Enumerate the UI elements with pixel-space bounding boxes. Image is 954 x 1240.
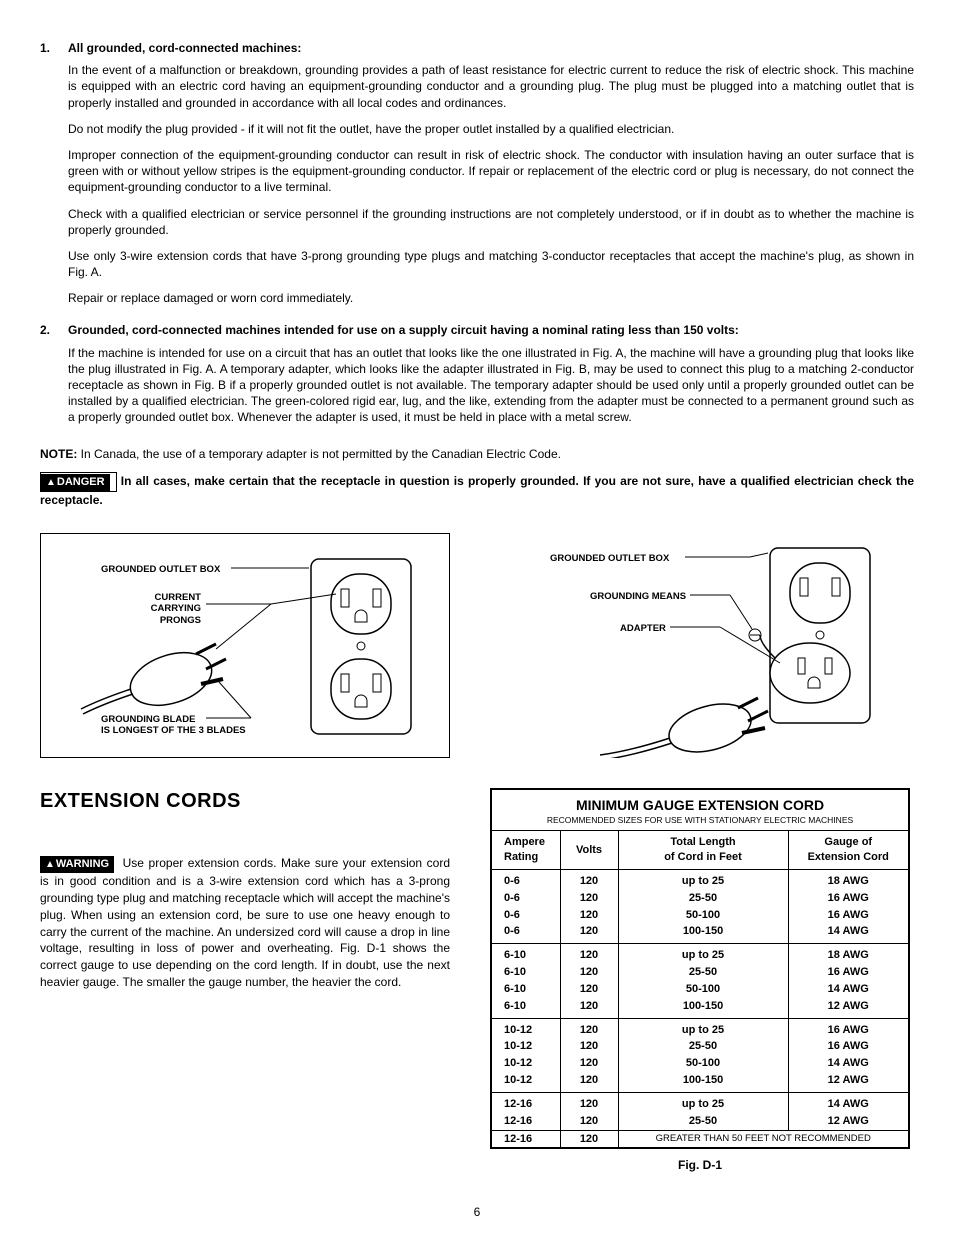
section-1-para-1: Do not modify the plug provided - if it … [68,121,914,137]
table-row: 0-6120100-15014 AWG [492,923,908,943]
table-row: 0-612025-5016 AWG [492,890,908,907]
th-gauge: Gauge ofExtension Cord [788,831,908,869]
table-row: 12-16120up to 2514 AWG [492,1092,908,1112]
extension-cords-heading: EXTENSION CORDS [40,788,450,815]
note-text: In Canada, the use of a temporary adapte… [77,447,561,461]
extension-cords-text: Use proper extension cords. Make sure yo… [40,856,450,989]
figb-label-adapter: ADAPTER [620,623,666,634]
th-ampere: AmpereRating [492,831,560,869]
gauge-table: AmpereRating Volts Total Lengthof Cord i… [492,831,908,1147]
figa-label-prongs: CURRENT CARRYING PRONGS [131,592,201,626]
section-2: 2. Grounded, cord-connected machines int… [40,322,914,435]
section-2-num: 2. [40,322,68,435]
section-1-para-2: Improper connection of the equipment-gro… [68,147,914,196]
warning-triangle-icon: ▲ [45,859,55,870]
figa-label-outlet: GROUNDED OUTLET BOX [101,564,220,575]
table-row: 6-1012025-5016 AWG [492,964,908,981]
table-row-note: 12-16120GREATER THAN 50 FEET NOT RECOMME… [492,1130,908,1147]
table-row: 10-1212025-5016 AWG [492,1038,908,1055]
danger-line: ▲DANGER In all cases, make certain that … [40,472,914,508]
section-1-heading: All grounded, cord-connected machines: [68,40,914,56]
table-title: MINIMUM GAUGE EXTENSION CORD [492,790,908,815]
section-2-heading: Grounded, cord-connected machines intend… [68,322,914,338]
extension-cords-section: EXTENSION CORDS ▲WARNING Use proper exte… [40,788,450,1174]
figa-label-blade: GROUNDING BLADE IS LONGEST OF THE 3 BLAD… [101,714,246,737]
note-line: NOTE: In Canada, the use of a temporary … [40,446,914,462]
figure-b: GROUNDED OUTLET BOX GROUNDING MEANS ADAP… [490,533,900,758]
section-1-para-3: Check with a qualified electrician or se… [68,206,914,238]
table-header-row: AmpereRating Volts Total Lengthof Cord i… [492,831,908,869]
table-row: 12-1612025-5012 AWG [492,1113,908,1130]
section-2-para: If the machine is intended for use on a … [68,345,914,426]
danger-text: In all cases, make certain that the rece… [40,474,914,507]
warning-badge-text: WARNING [56,858,109,870]
section-1-para-0: In the event of a malfunction or breakdo… [68,62,914,111]
table-row: 6-10120100-15012 AWG [492,998,908,1018]
extension-cords-para: ▲WARNING Use proper extension cords. Mak… [40,855,450,991]
section-1-para-5: Repair or replace damaged or worn cord i… [68,290,914,306]
section-1: 1. All grounded, cord-connected machines… [40,40,914,316]
table-row: 10-1212050-10014 AWG [492,1055,908,1072]
table-row: 0-6120up to 2518 AWG [492,869,908,889]
figb-label-outlet: GROUNDED OUTLET BOX [550,553,669,564]
danger-badge-text: DANGER [57,476,105,488]
danger-badge: ▲DANGER [41,474,110,491]
note-label: NOTE: [40,447,77,461]
section-2-body: Grounded, cord-connected machines intend… [68,322,914,435]
table-row: 10-12120up to 2516 AWG [492,1018,908,1038]
gauge-table-wrap: MINIMUM GAUGE EXTENSION CORD RECOMMENDED… [490,788,910,1150]
figb-svg [490,533,900,758]
figure-a: GROUNDED OUTLET BOX CURRENT CARRYING PRO… [40,533,450,758]
section-1-para-4: Use only 3-wire extension cords that hav… [68,248,914,280]
th-length: Total Lengthof Cord in Feet [618,831,788,869]
table-subtitle: RECOMMENDED SIZES FOR USE WITH STATIONAR… [492,815,908,831]
section-1-num: 1. [40,40,68,316]
table-caption: Fig. D-1 [490,1157,910,1173]
table-row: 10-12120100-15012 AWG [492,1072,908,1092]
lower-row: EXTENSION CORDS ▲WARNING Use proper exte… [40,788,914,1174]
table-row: 6-10120up to 2518 AWG [492,944,908,964]
table-row: 0-612050-10016 AWG [492,907,908,924]
danger-badge-wrap: ▲DANGER [40,472,117,492]
page-number: 6 [40,1204,914,1220]
figb-label-means: GROUNDING MEANS [590,591,686,602]
gauge-table-section: MINIMUM GAUGE EXTENSION CORD RECOMMENDED… [490,788,910,1174]
warning-badge: ▲WARNING [40,856,114,873]
section-1-body: All grounded, cord-connected machines: I… [68,40,914,316]
figures-row: GROUNDED OUTLET BOX CURRENT CARRYING PRO… [40,533,914,758]
table-row: 6-1012050-10014 AWG [492,981,908,998]
th-volts: Volts [560,831,618,869]
warning-triangle-icon: ▲ [46,477,56,488]
